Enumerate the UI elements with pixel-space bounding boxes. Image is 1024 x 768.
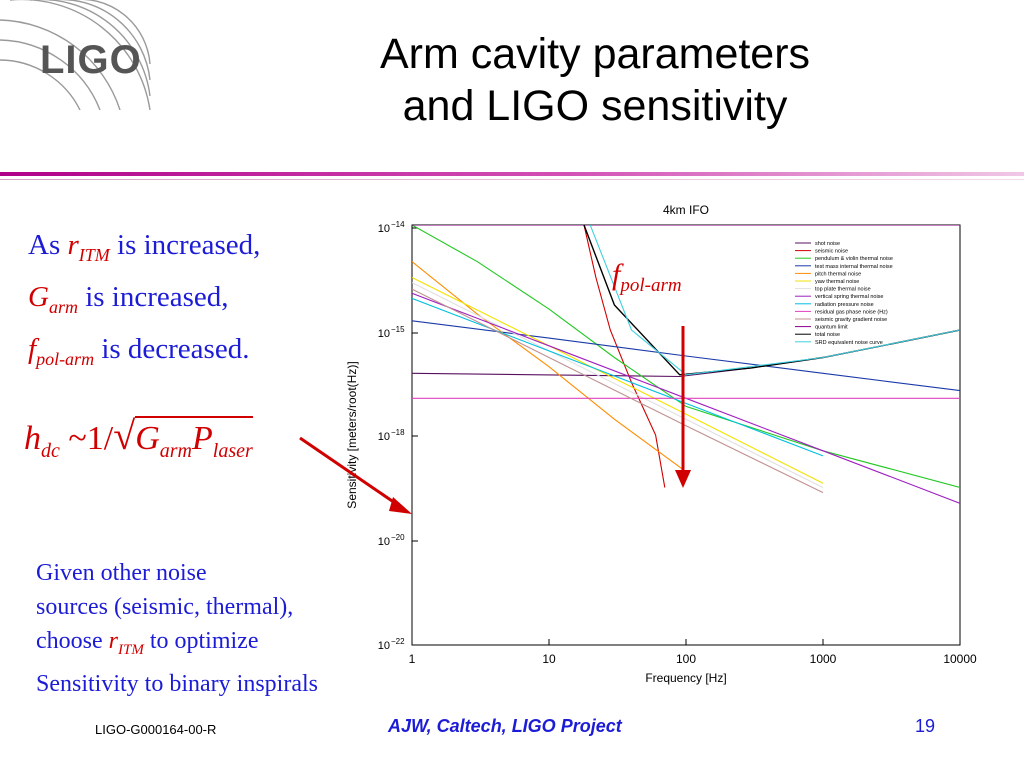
formula-p: P [192, 420, 213, 457]
title-line-1: Arm cavity parameters [379, 30, 811, 78]
legend-entry: radiation pressure noise [815, 302, 874, 308]
fpol-arrow-head [675, 470, 691, 488]
series-line [589, 225, 960, 376]
note-3-var: r [108, 628, 118, 654]
parameter-effects-text: As rITM is increased, Garm is increased,… [28, 224, 260, 379]
formula-g: G [135, 420, 160, 457]
formula-one-over: 1/ [86, 420, 114, 457]
y-tick-label: 10 [378, 640, 390, 652]
fpol-sub: pol-arm [620, 275, 682, 296]
y-tick-label: 10 [378, 536, 390, 548]
sqrt-body: GarmPlaser [135, 416, 253, 462]
legend-entry: top plate thermal noise [815, 287, 871, 293]
legend-entry: vertical spring thermal noise [815, 294, 883, 300]
series-line [412, 277, 824, 484]
legend-entry: seismic gravity gradient noise [815, 317, 887, 323]
series-line [412, 261, 687, 473]
legend-entry: test mass internal thermal noise [815, 264, 893, 270]
x-tick-label: 10 [542, 652, 556, 666]
legend-entry: seismic noise [815, 249, 848, 255]
logo-arcs [0, 0, 151, 111]
note-3-suffix: to optimize [143, 628, 259, 654]
hdc-formula: hdc ~1/√GarmPlaser [24, 412, 253, 463]
title-divider [0, 172, 1024, 176]
effect-1-var: r [67, 229, 79, 261]
effect-1-prefix: As [28, 229, 68, 261]
y-tick-exponent: −15 [391, 325, 405, 334]
chart-title: 4km IFO [663, 203, 709, 217]
series-line [412, 320, 960, 392]
note-line-2: sources (seismic, thermal), [36, 594, 294, 620]
y-tick-exponent: −18 [391, 428, 405, 437]
series-line [583, 225, 666, 488]
logo-text: LIGO [40, 38, 142, 82]
y-tick-label: 10 [378, 223, 390, 235]
fpol-arm-label: fpol-arm [612, 258, 682, 297]
title-divider-thin [0, 179, 1024, 180]
legend-entry: shot noise [815, 241, 840, 247]
formula-tilde: ~ [68, 420, 87, 457]
effect-3-suffix: is decreased. [94, 332, 250, 365]
sqrt-sign: √ [113, 413, 136, 458]
optimization-note: Given other noise sources (seismic, ther… [36, 556, 318, 701]
legend-entry: pendulum & violin thermal noise [815, 256, 893, 262]
document-id: LIGO-G000164-00-R [95, 722, 217, 737]
legend-entry: SRD equivalent noise curve [815, 340, 883, 346]
y-tick-exponent: −20 [391, 533, 405, 542]
series-line [412, 297, 824, 457]
x-tick-label: 1 [409, 652, 416, 666]
hdc-arrow-shaft [299, 436, 399, 507]
formula-g-sub: arm [159, 439, 192, 462]
note-3-prefix: choose [36, 628, 109, 654]
legend-entry: residual gas phase noise (Hz) [815, 309, 888, 315]
effect-line-2: Garm is increased, [28, 276, 260, 328]
effect-2-var: G [28, 280, 49, 313]
effect-line-1: As rITM is increased, [28, 224, 260, 276]
legend-entry: total noise [815, 332, 840, 338]
legend-entry: quantum limit [815, 325, 848, 331]
effect-3-sub: pol-arm [36, 348, 95, 369]
y-tick-label: 10 [378, 328, 390, 340]
note-3-sub: ITM [118, 641, 144, 658]
fpol-var: f [612, 258, 621, 291]
note-line-3: choose rITM to optimize [36, 624, 318, 667]
effect-line-3: fpol-arm is decreased. [28, 328, 260, 380]
page-number: 19 [915, 716, 936, 736]
legend-entry: yaw thermal noise [815, 279, 859, 285]
x-tick-label: 10000 [943, 652, 977, 666]
y-axis-label: Sensitivity [meters/root(Hz)] [345, 361, 359, 508]
note-line-4: Sensitivity to binary inspirals [36, 670, 318, 697]
footer-author: AJW, Caltech, LIGO Project [388, 716, 622, 736]
plot-frame [411, 224, 961, 646]
x-tick-label: 1000 [810, 652, 837, 666]
y-tick-label: 10 [378, 431, 390, 443]
effect-2-sub: arm [48, 296, 78, 317]
effect-1-suffix: is increased, [109, 229, 261, 261]
y-tick-exponent: −14 [391, 220, 405, 229]
formula-h: h [24, 420, 41, 457]
title-line-2: and LIGO sensitivity [402, 82, 788, 130]
y-tick-exponent: −22 [391, 637, 405, 646]
formula-h-sub: dc [41, 439, 60, 462]
x-tick-label: 100 [676, 652, 696, 666]
hdc-arrow-head [389, 497, 412, 514]
effect-3-var: f [28, 332, 37, 365]
note-line-1: Given other noise [36, 560, 207, 586]
x-axis-label: Frequency [Hz] [645, 671, 726, 685]
series-line [412, 282, 824, 488]
series-line [412, 329, 960, 378]
effect-2-suffix: is increased, [77, 280, 229, 313]
slide-title: Arm cavity parameters and LIGO sensitivi… [290, 28, 900, 132]
effect-1-sub: ITM [78, 244, 110, 265]
formula-p-sub: laser [212, 439, 253, 462]
series-line [583, 225, 960, 376]
series-line [412, 288, 824, 494]
legend-entry: pitch thermal noise [815, 271, 861, 277]
series-group [412, 225, 960, 504]
ligo-logo: LIGO [0, 0, 180, 111]
